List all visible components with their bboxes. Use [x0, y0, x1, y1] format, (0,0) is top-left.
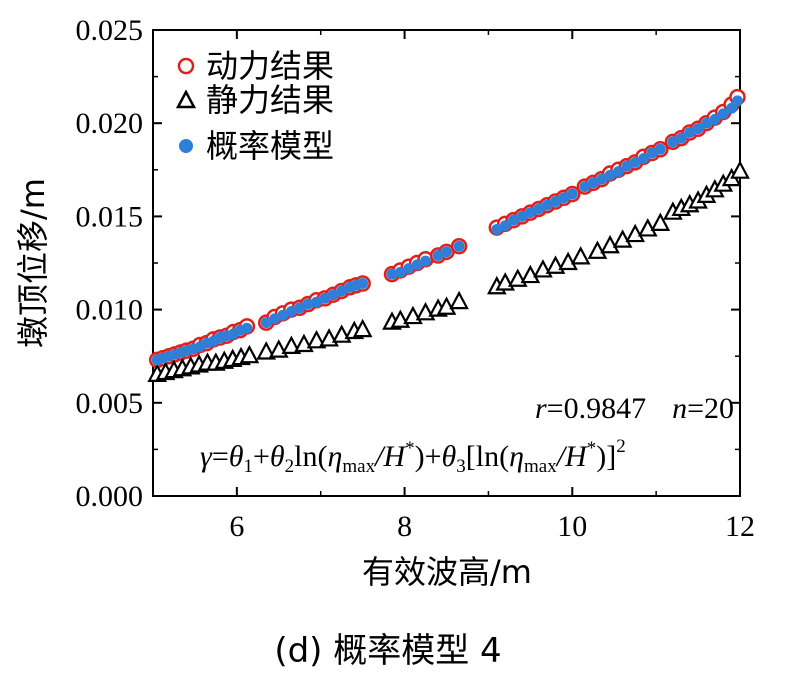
- model-point: [566, 188, 578, 200]
- static-point: [436, 296, 457, 315]
- legend-marker-static: [175, 89, 197, 109]
- model-point: [394, 266, 406, 278]
- static-point: [650, 212, 671, 231]
- legend-label-model: 概率模型: [206, 127, 334, 165]
- model-point: [638, 153, 650, 165]
- model-point: [411, 259, 423, 271]
- model-point: [491, 223, 503, 235]
- model-point: [311, 296, 323, 308]
- legend-marker-model: [179, 139, 193, 153]
- y-tick-label: 0.000: [76, 480, 144, 513]
- static-point: [600, 234, 620, 254]
- static-point: [256, 341, 277, 360]
- model-point: [550, 195, 562, 207]
- model-point: [604, 169, 616, 181]
- model-point: [654, 143, 666, 155]
- model-point: [717, 108, 729, 120]
- legend-marker-dynamic: [177, 57, 195, 75]
- y-tick-label: 0.005: [76, 387, 144, 420]
- series-probability-model: [151, 95, 743, 366]
- x-axis: 6 8 10 12: [152, 30, 755, 543]
- model-point: [302, 298, 314, 310]
- y-axis: 0.000 0.005 0.010 0.015 0.020 0.025: [76, 14, 740, 513]
- model-point: [441, 246, 452, 258]
- stats-annotation: r=0.9847 n=20: [535, 392, 734, 425]
- static-point: [570, 246, 591, 265]
- static-point: [306, 329, 327, 349]
- model-point: [277, 309, 289, 321]
- legend-label-static: 静力结果: [206, 81, 334, 119]
- y-tick-label: 0.025: [76, 14, 144, 47]
- model-point: [533, 203, 545, 215]
- model-point: [700, 117, 712, 129]
- model-point: [587, 177, 599, 189]
- model-point: [285, 305, 297, 317]
- x-axis-title: 有效波高/m: [362, 553, 532, 591]
- model-point: [612, 166, 624, 178]
- model-point: [524, 207, 536, 219]
- static-point: [352, 318, 373, 338]
- y-axis-title: 墩顶位移/m: [14, 178, 52, 348]
- model-point: [731, 95, 743, 107]
- model-point: [260, 317, 272, 329]
- model-point: [579, 181, 591, 193]
- series-static-results: [147, 160, 750, 382]
- model-point: [386, 268, 398, 280]
- model-point: [508, 214, 520, 226]
- model-point: [432, 250, 444, 262]
- model-point: [453, 240, 465, 252]
- y-tick-label: 0.020: [76, 107, 144, 140]
- model-point: [403, 263, 415, 275]
- model-point: [726, 102, 738, 114]
- model-point: [667, 136, 679, 148]
- model-point: [692, 123, 704, 135]
- model-point: [621, 160, 633, 172]
- x-tick-label: 12: [725, 510, 755, 543]
- model-point: [357, 278, 369, 290]
- model-point: [319, 292, 331, 304]
- model-point: [420, 255, 432, 267]
- model-point: [629, 156, 641, 168]
- model-point: [709, 113, 721, 125]
- model-point: [541, 199, 553, 211]
- static-point: [520, 264, 541, 284]
- legend: 动力结果 静力结果 概率模型: [175, 47, 334, 165]
- static-point: [587, 240, 608, 259]
- model-point: [558, 192, 570, 204]
- x-tick-label: 10: [557, 510, 587, 543]
- model-point: [241, 322, 253, 334]
- static-point: [449, 290, 469, 310]
- static-point: [625, 223, 646, 243]
- static-point: [239, 344, 260, 364]
- x-tick-label: 6: [229, 510, 244, 543]
- static-point: [281, 335, 302, 354]
- y-tick-label: 0.015: [76, 200, 144, 233]
- model-point: [646, 147, 658, 159]
- model-point: [336, 285, 348, 297]
- panel-caption: (d) 概率模型 4: [274, 631, 501, 671]
- model-point: [327, 289, 339, 301]
- model-point: [596, 173, 608, 185]
- formula-annotation: γ=θ1+θ2ln(ηmax/H*)+θ3[ln(ηmax/H*)]2: [200, 436, 626, 477]
- static-point: [612, 229, 633, 248]
- model-point: [684, 127, 696, 139]
- x-tick-label: 8: [397, 510, 412, 543]
- static-point: [730, 160, 750, 179]
- model-point: [294, 302, 306, 314]
- static-point: [558, 251, 578, 271]
- model-point: [675, 132, 687, 144]
- y-tick-label: 0.010: [76, 294, 144, 327]
- static-point: [637, 218, 658, 237]
- model-point: [499, 220, 511, 232]
- model-point: [516, 210, 528, 222]
- legend-label-dynamic: 动力结果: [206, 47, 334, 85]
- model-point: [269, 313, 281, 325]
